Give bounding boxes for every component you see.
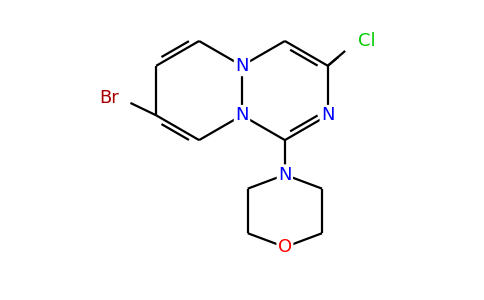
Text: N: N [321, 106, 334, 124]
Text: O: O [278, 238, 292, 256]
Text: Cl: Cl [358, 32, 375, 50]
Text: N: N [235, 106, 249, 124]
Text: N: N [235, 57, 249, 75]
Text: Br: Br [99, 89, 119, 107]
Text: N: N [278, 166, 292, 184]
